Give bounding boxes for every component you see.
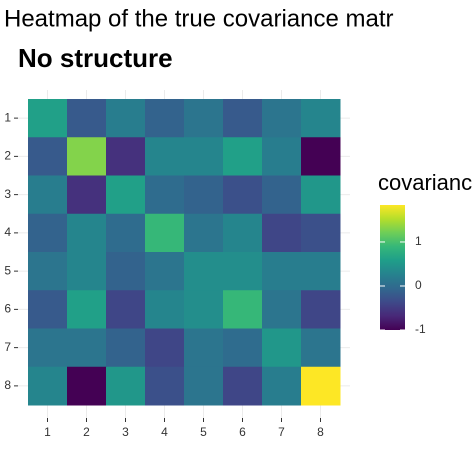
heatmap-cell: [145, 99, 185, 138]
x-tick-label: 6: [239, 425, 246, 439]
heatmap-cell: [301, 252, 341, 291]
heatmap-cell: [262, 328, 302, 368]
heatmap-cell: [262, 290, 302, 329]
heatmap-cell: [301, 137, 341, 176]
heatmap-cell: [67, 99, 107, 138]
heatmap-cell: [184, 175, 224, 215]
heatmap-cell: [262, 252, 302, 291]
heatmap-cell: [184, 252, 224, 291]
x-tick-label: 1: [44, 425, 51, 439]
heatmap-cell: [223, 366, 263, 406]
heatmap-cell: [223, 137, 263, 176]
heatmap-cell: [28, 99, 68, 138]
heatmap-cell: [184, 328, 224, 368]
x-tick-label: 7: [278, 425, 285, 439]
colorbar-tick-label: -1: [415, 322, 426, 336]
heatmap-cell: [223, 213, 263, 253]
colorbar: [380, 205, 405, 330]
heatmap-cell: [145, 252, 185, 291]
heatmap-cell: [262, 99, 302, 138]
y-tick-label: 7: [4, 340, 11, 354]
heatmap-cell: [301, 366, 341, 406]
heatmap-cell: [67, 213, 107, 253]
heatmap-cell: [262, 213, 302, 253]
heatmap-cell: [223, 252, 263, 291]
heatmap-cell: [301, 328, 341, 368]
y-tick-label: 3: [4, 187, 11, 201]
heatmap-cell: [145, 213, 185, 253]
heatmap-cell: [67, 252, 107, 291]
heatmap-cell: [145, 366, 185, 406]
heatmap-cell: [184, 99, 224, 138]
y-tick-label: 8: [4, 378, 11, 392]
heatmap-cell: [106, 252, 146, 291]
colorbar-tick-label: 1: [415, 234, 422, 248]
heatmap-cell: [184, 213, 224, 253]
heatmap-cell: [67, 137, 107, 176]
colorbar-tick-label: 0: [415, 278, 422, 292]
legend-title: covarianc: [378, 170, 472, 195]
x-tick-label: 4: [161, 425, 168, 439]
y-tick-label: 6: [4, 302, 11, 316]
heatmap-cell: [184, 290, 224, 329]
heatmap-cell: [223, 328, 263, 368]
heatmap-cell: [28, 252, 68, 291]
heatmap-cell: [145, 328, 185, 368]
heatmap-cell: [301, 99, 341, 138]
heatmap-cell: [262, 137, 302, 176]
x-tick-label: 3: [122, 425, 129, 439]
heatmap-cell: [67, 366, 107, 406]
heatmap-cell: [28, 290, 68, 329]
heatmap-cell: [28, 213, 68, 253]
heatmap-cell: [106, 99, 146, 138]
x-tick-label: 8: [317, 425, 324, 439]
heatmap-cell: [106, 366, 146, 406]
heatmap-cell: [106, 328, 146, 368]
chart-subtitle: No structure: [18, 43, 173, 73]
heatmap-cell: [262, 175, 302, 215]
heatmap-cell: [223, 290, 263, 329]
x-tick-label: 2: [83, 425, 90, 439]
heatmap-cell: [145, 290, 185, 329]
heatmap-cell: [67, 175, 107, 215]
heatmap-cell: [184, 366, 224, 406]
heatmap-cell: [301, 213, 341, 253]
heatmap-cell: [145, 175, 185, 215]
heatmap-cell: [223, 99, 263, 138]
heatmap-cell: [106, 290, 146, 329]
heatmap-cell: [106, 175, 146, 215]
y-tick-label: 1: [4, 110, 11, 124]
heatmap-cell: [223, 175, 263, 215]
heatmap-cell: [106, 213, 146, 253]
y-tick-label: 5: [4, 263, 11, 277]
heatmap-cell: [28, 366, 68, 406]
chart-title: Heatmap of the true covariance matr: [4, 5, 394, 32]
y-tick-label: 2: [4, 149, 11, 163]
heatmap-cell: [67, 290, 107, 329]
heatmap-cell: [301, 175, 341, 215]
heatmap-cell: [28, 328, 68, 368]
heatmap-cell: [28, 137, 68, 176]
heatmap-cell: [184, 137, 224, 176]
y-tick-label: 4: [4, 225, 11, 239]
heatmap-cell: [145, 137, 185, 176]
heatmap-cell: [301, 290, 341, 329]
x-tick-label: 5: [200, 425, 207, 439]
heatmap-cell: [106, 137, 146, 176]
heatmap-cell: [67, 328, 107, 368]
heatmap-cell: [262, 366, 302, 406]
heatmap-cell: [28, 175, 68, 215]
